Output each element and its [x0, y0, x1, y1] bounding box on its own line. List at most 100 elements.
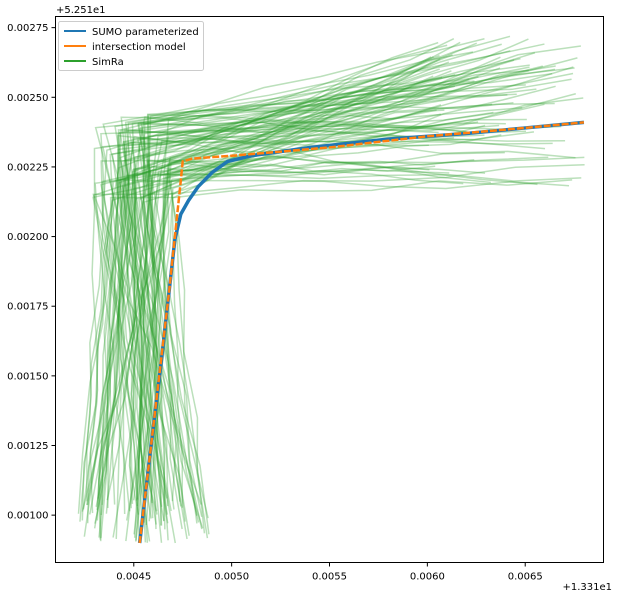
y-tick-label: 0.00225 — [7, 162, 48, 173]
simra-trajectory — [133, 93, 517, 538]
simra-trajectory — [132, 45, 581, 501]
simra-trajectory — [89, 67, 575, 514]
legend-box — [58, 21, 204, 71]
x-tick-label: 0.0060 — [410, 572, 445, 583]
simra-trajectory — [96, 76, 479, 511]
simra-trajectory — [92, 104, 442, 544]
simra-trajectory — [89, 134, 553, 515]
simra-trajectory — [105, 135, 538, 514]
simra-trajectory — [79, 57, 578, 522]
simra-trajectory — [147, 113, 467, 522]
y-tick-label: 0.00150 — [7, 371, 48, 382]
simra-trajectory — [135, 38, 529, 541]
x-tick-label: 0.0055 — [312, 572, 347, 583]
simra-trajectory — [100, 131, 535, 507]
sumo-parameterized-line — [137, 120, 585, 544]
simra-trajectory — [95, 156, 585, 507]
simra-trajectory — [120, 61, 450, 512]
simra-trajectory — [148, 103, 545, 522]
simra-trajectory — [77, 43, 545, 514]
simra-trajectory — [115, 122, 506, 539]
intersection-model-line — [138, 121, 585, 544]
simra-trajectory — [132, 93, 576, 519]
x-tick-label: 0.0050 — [214, 572, 249, 583]
simra-trajectory — [166, 75, 434, 539]
simra-trajectory — [106, 169, 450, 501]
simra-trajectory — [122, 134, 485, 524]
simra-trajectory — [125, 155, 549, 521]
simra-trajectory — [131, 78, 572, 526]
simra-trajectory — [94, 64, 530, 529]
y-tick-label: 0.00125 — [7, 441, 48, 452]
simra-trajectory — [102, 44, 448, 509]
y-tick-label: 0.00175 — [7, 302, 48, 313]
simra-trajectory — [97, 121, 479, 499]
simra-trajectory — [99, 94, 508, 542]
simra-trajectory — [124, 128, 491, 541]
simra-trajectory — [124, 72, 553, 523]
x-tick-label: 0.0045 — [116, 572, 151, 583]
simra-trajectory — [147, 159, 464, 534]
model-series — [137, 120, 585, 544]
y-offset-label: +5.251e1 — [56, 5, 106, 16]
simra-trajectory — [94, 151, 505, 512]
simra-trajectory — [122, 109, 437, 510]
simra-trajectory — [100, 118, 527, 516]
simra-trajectory — [138, 78, 470, 529]
simra-trajectory — [130, 41, 439, 501]
y-tick-label: 0.00275 — [7, 23, 48, 34]
y-axis: 0.00100 0.00125 0.00150 0.00175 0.00200 0.002… — [7, 23, 56, 522]
simra-trajectory — [142, 85, 455, 541]
simra-trajectory — [99, 109, 445, 538]
simra-trajectory — [112, 97, 584, 538]
simra-trajectory — [102, 38, 485, 530]
simra-trajectory — [137, 69, 529, 535]
simra-trajectory — [131, 56, 434, 543]
x-tick-label: 0.0065 — [508, 572, 543, 583]
simra-trajectory — [133, 159, 475, 543]
simra-trajectory — [81, 163, 430, 512]
simra-trajectory — [143, 56, 501, 523]
simra-trajectory — [100, 124, 500, 504]
simra-trajectory — [92, 164, 585, 515]
simra-trajectory — [109, 57, 521, 542]
simra-trajectory — [162, 134, 502, 502]
simra-trajectory — [140, 119, 562, 502]
simra-trajectory — [96, 76, 443, 521]
simra-trajectory — [94, 52, 536, 524]
simra-trajectory — [125, 158, 486, 542]
simra-trajectory — [143, 107, 523, 526]
simra-trajectory — [117, 73, 456, 526]
simra-trajectory — [122, 113, 441, 519]
simra-trajectory — [93, 66, 530, 529]
simra-trajectory — [133, 85, 556, 535]
simra-trajectory — [86, 67, 501, 502]
simra-trajectory — [93, 59, 515, 505]
simra-trajectory — [135, 65, 556, 542]
simra-trajectory — [101, 103, 493, 525]
simra-trajectory — [168, 41, 461, 524]
simra-trajectory — [149, 66, 574, 504]
simra-trajectory — [129, 54, 453, 509]
simra-trajectory — [118, 50, 511, 540]
simra-trajectory — [100, 43, 502, 499]
simra-trajectory — [117, 127, 439, 500]
simra-trajectory — [111, 68, 556, 505]
simra-trajectory — [114, 51, 474, 516]
simra-trajectory — [128, 102, 555, 519]
simra-trajectory — [86, 173, 582, 506]
simra-trajectory — [85, 58, 441, 506]
simra-trajectory — [97, 54, 440, 540]
simra-trajectory — [137, 123, 566, 530]
legend-label-sumo: SUMO parameterized — [92, 27, 199, 38]
simra-trajectory — [146, 88, 537, 530]
legend: SUMO parameterized intersection model Si… — [58, 21, 204, 71]
simra-trajectory — [120, 102, 514, 507]
y-tick-label: 0.00100 — [7, 511, 48, 522]
x-axis: 0.0045 0.0050 0.0055 0.0060 0.0065 — [116, 562, 543, 583]
simra-trajectory — [117, 134, 576, 522]
simra-trajectory — [98, 80, 475, 538]
simra-trajectory — [109, 179, 573, 515]
simra-trajectory — [81, 35, 511, 521]
